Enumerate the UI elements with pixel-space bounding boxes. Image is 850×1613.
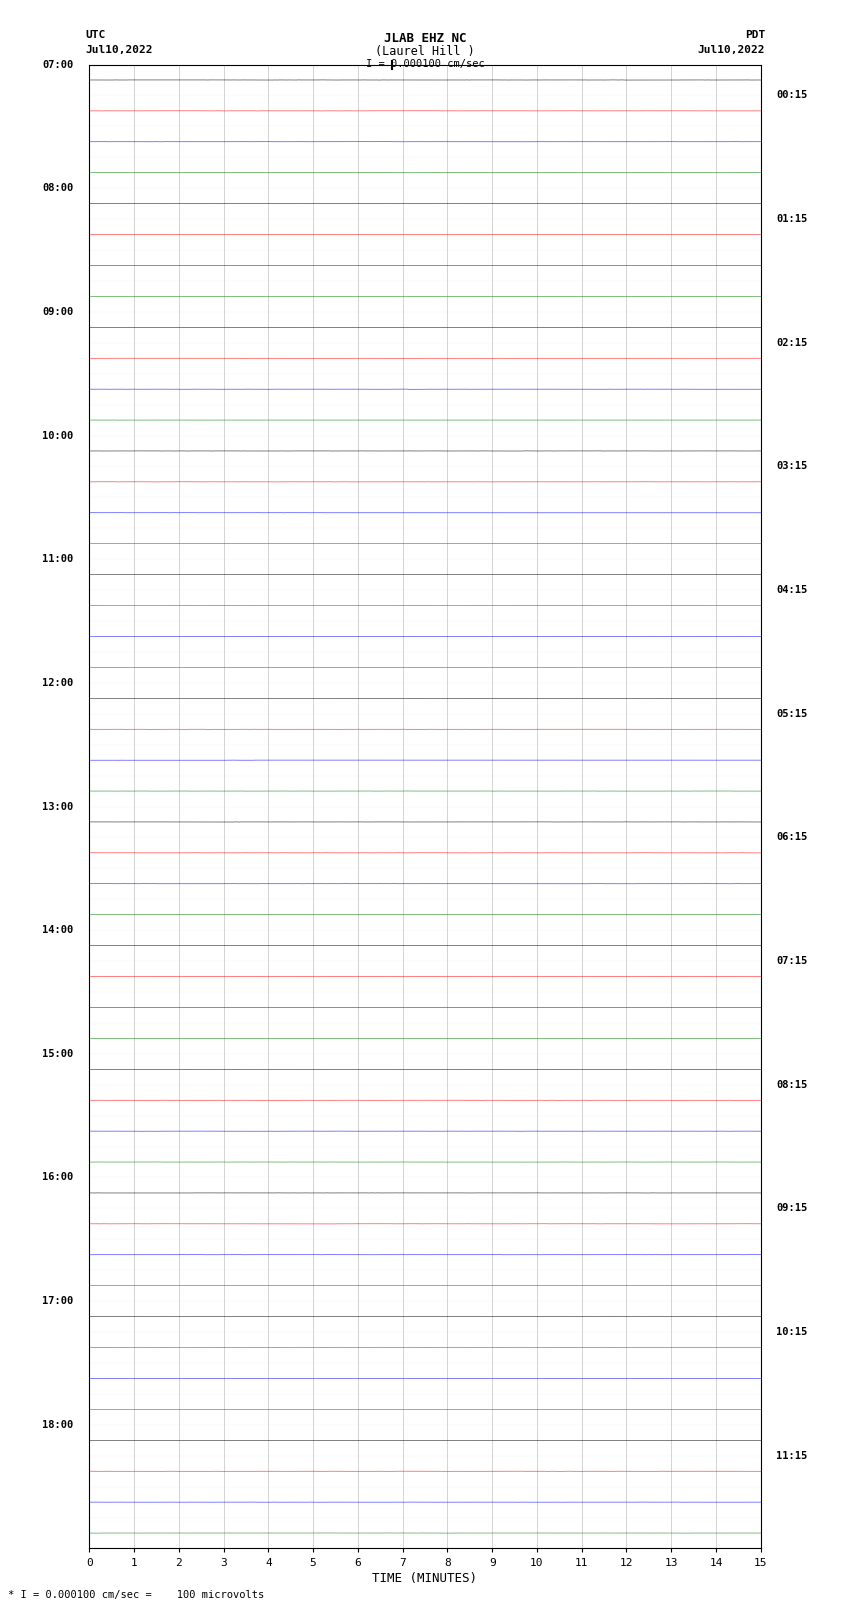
Text: (Laurel Hill ): (Laurel Hill ) [375,45,475,58]
Text: 15:00: 15:00 [42,1048,74,1058]
Text: PDT: PDT [745,31,765,40]
X-axis label: TIME (MINUTES): TIME (MINUTES) [372,1571,478,1584]
Text: 03:15: 03:15 [776,461,808,471]
Text: Jul10,2022: Jul10,2022 [698,45,765,55]
Text: 07:00: 07:00 [42,60,74,69]
Text: 08:00: 08:00 [42,184,74,194]
Text: 08:15: 08:15 [776,1079,808,1090]
Text: * I = 0.000100 cm/sec =    100 microvolts: * I = 0.000100 cm/sec = 100 microvolts [8,1590,264,1600]
Text: 10:00: 10:00 [42,431,74,440]
Text: 06:15: 06:15 [776,832,808,842]
Text: 12:00: 12:00 [42,677,74,687]
Text: 17:00: 17:00 [42,1297,74,1307]
Text: 14:00: 14:00 [42,926,74,936]
Text: 02:15: 02:15 [776,337,808,348]
Text: 05:15: 05:15 [776,708,808,719]
Text: 18:00: 18:00 [42,1419,74,1429]
Text: UTC: UTC [85,31,105,40]
Text: JLAB EHZ NC: JLAB EHZ NC [383,32,467,45]
Text: 07:15: 07:15 [776,957,808,966]
Text: 10:15: 10:15 [776,1327,808,1337]
Text: 09:15: 09:15 [776,1203,808,1213]
Text: 04:15: 04:15 [776,586,808,595]
Text: 11:00: 11:00 [42,555,74,565]
Text: I = 0.000100 cm/sec: I = 0.000100 cm/sec [366,60,484,69]
Text: 01:15: 01:15 [776,215,808,224]
Text: 00:15: 00:15 [776,90,808,100]
Text: 09:00: 09:00 [42,306,74,316]
Text: 16:00: 16:00 [42,1173,74,1182]
Text: 13:00: 13:00 [42,802,74,811]
Text: Jul10,2022: Jul10,2022 [85,45,152,55]
Text: 11:15: 11:15 [776,1450,808,1461]
